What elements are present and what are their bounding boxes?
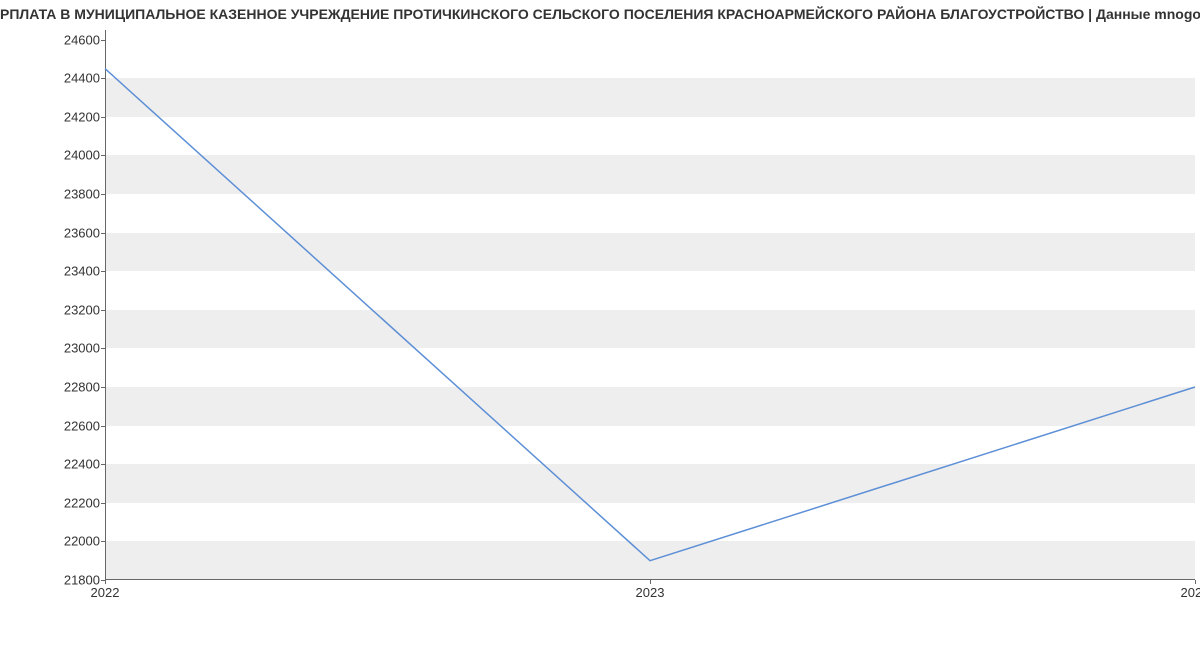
y-tick-label: 24400 (10, 71, 100, 86)
x-tick-mark (1195, 580, 1196, 584)
x-tick-label: 2022 (91, 585, 120, 600)
y-tick-label: 23400 (10, 264, 100, 279)
y-tick-label: 23000 (10, 341, 100, 356)
y-tick-label: 22600 (10, 418, 100, 433)
y-tick-label: 22000 (10, 534, 100, 549)
y-tick-mark (101, 40, 105, 41)
y-tick-mark (101, 194, 105, 195)
y-tick-mark (101, 155, 105, 156)
y-tick-label: 22800 (10, 380, 100, 395)
y-tick-label: 22200 (10, 495, 100, 510)
y-tick-label: 21800 (10, 573, 100, 588)
y-tick-mark (101, 426, 105, 427)
x-tick-mark (105, 580, 106, 584)
chart-title: РПЛАТА В МУНИЦИПАЛЬНОЕ КАЗЕННОЕ УЧРЕЖДЕН… (0, 6, 1200, 22)
y-tick-mark (101, 503, 105, 504)
y-tick-label: 23200 (10, 302, 100, 317)
y-tick-label: 24600 (10, 32, 100, 47)
x-tick-label: 2024 (1181, 585, 1200, 600)
x-tick-mark (650, 580, 651, 584)
y-tick-mark (101, 387, 105, 388)
y-tick-mark (101, 78, 105, 79)
plot-area (105, 30, 1195, 580)
y-tick-mark (101, 271, 105, 272)
y-tick-mark (101, 464, 105, 465)
x-tick-label: 2023 (636, 585, 665, 600)
y-tick-label: 24000 (10, 148, 100, 163)
y-tick-mark (101, 117, 105, 118)
y-tick-mark (101, 541, 105, 542)
y-tick-label: 23600 (10, 225, 100, 240)
y-tick-mark (101, 348, 105, 349)
y-tick-mark (101, 233, 105, 234)
y-tick-mark (101, 310, 105, 311)
salary-line-chart: РПЛАТА В МУНИЦИПАЛЬНОЕ КАЗЕННОЕ УЧРЕЖДЕН… (0, 0, 1200, 650)
y-tick-label: 22400 (10, 457, 100, 472)
series-line (105, 30, 1195, 580)
y-tick-label: 23800 (10, 187, 100, 202)
y-tick-label: 24200 (10, 109, 100, 124)
